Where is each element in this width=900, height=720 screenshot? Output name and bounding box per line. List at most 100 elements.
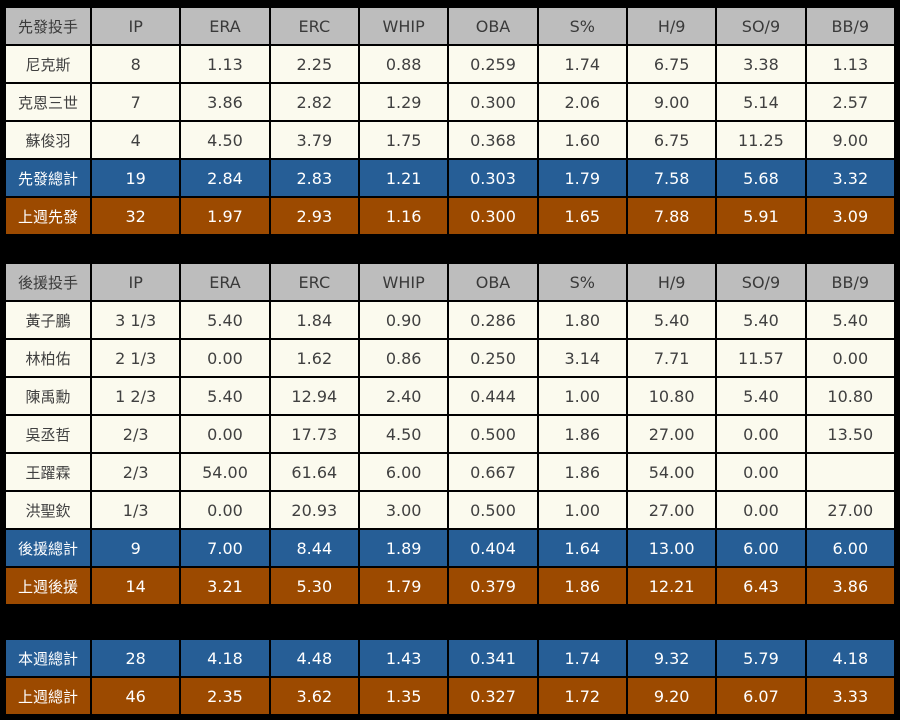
cell-era: 5.40	[179, 300, 271, 340]
cell-bb-9: 9.00	[804, 120, 897, 160]
cell-s-pct: 1.60	[536, 120, 628, 160]
cell-s-pct: 1.72	[536, 676, 628, 716]
cell-whip: 0.86	[357, 338, 450, 378]
cell-h-9: 7.58	[625, 158, 718, 198]
cell-ip: 2/3	[89, 414, 182, 454]
row-label: 王躍霖	[4, 452, 92, 492]
cell-h-9: 12.21	[625, 566, 718, 606]
cell-h-9: 7.71	[625, 338, 718, 378]
cell-ip: 1 2/3	[89, 376, 182, 416]
cell-s-pct: 1.74	[536, 638, 628, 678]
cell-oba: 0.327	[447, 676, 539, 716]
row-label: 洪聖欽	[4, 490, 92, 530]
cell-era: 3.21	[179, 566, 271, 606]
cell-s-pct: 2.06	[536, 82, 628, 122]
cell-whip: 1.21	[357, 158, 450, 198]
column-header-h-9: H/9	[625, 6, 718, 46]
cell-whip: 0.88	[357, 44, 450, 84]
column-header-era: ERA	[179, 262, 271, 302]
column-header-oba: OBA	[447, 262, 539, 302]
row-label: 後援總計	[4, 528, 92, 568]
cell-bb-9: 2.57	[804, 82, 897, 122]
cell-era: 4.18	[179, 638, 271, 678]
row-label: 本週總計	[4, 638, 92, 678]
cell-era: 3.86	[179, 82, 271, 122]
cell-oba: 0.379	[447, 566, 539, 606]
column-header-bb-9: BB/9	[804, 6, 897, 46]
cell-bb-9: 0.00	[804, 338, 897, 378]
cell-oba: 0.303	[447, 158, 539, 198]
cell-whip: 3.00	[357, 490, 450, 530]
table-title: 先發投手	[4, 6, 92, 46]
column-header-so-9: SO/9	[715, 262, 807, 302]
row-label: 陳禹勳	[4, 376, 92, 416]
column-header-era: ERA	[179, 6, 271, 46]
cell-erc: 2.93	[268, 196, 360, 236]
cell-so-9: 5.40	[715, 300, 807, 340]
cell-whip: 6.00	[357, 452, 450, 492]
cell-so-9: 6.43	[715, 566, 807, 606]
table-title: 後援投手	[4, 262, 92, 302]
cell-h-9: 27.00	[625, 490, 718, 530]
cell-oba: 0.500	[447, 490, 539, 530]
cell-bb-9: 27.00	[804, 490, 897, 530]
cell-whip: 1.35	[357, 676, 450, 716]
cell-bb-9: 6.00	[804, 528, 897, 568]
cell-h-9: 27.00	[625, 414, 718, 454]
cell-ip: 14	[89, 566, 182, 606]
cell-erc: 3.79	[268, 120, 360, 160]
row-label: 黃子鵬	[4, 300, 92, 340]
cell-era: 1.97	[179, 196, 271, 236]
cell-erc: 17.73	[268, 414, 360, 454]
cell-era: 2.84	[179, 158, 271, 198]
total-row: 後援總計 9 7.00 8.44 1.89 0.404 1.64 13.00 6.00 6.00	[4, 528, 897, 568]
cell-s-pct: 1.00	[536, 490, 628, 530]
cell-era: 0.00	[179, 338, 271, 378]
cell-oba: 0.259	[447, 44, 539, 84]
column-header-whip: WHIP	[357, 262, 450, 302]
cell-oba: 0.300	[447, 196, 539, 236]
previous-week-row: 上週總計 46 2.35 3.62 1.35 0.327 1.72 9.20 6.07 3.33	[4, 676, 897, 716]
pitcher-row: 黃子鵬 3 1/3 5.40 1.84 0.90 0.286 1.80 5.40 5.40 5.4…	[4, 300, 897, 340]
cell-h-9: 5.40	[625, 300, 718, 340]
pitcher-row: 尼克斯 8 1.13 2.25 0.88 0.259 1.74 6.75 3.38 1.13	[4, 44, 897, 84]
cell-s-pct: 1.80	[536, 300, 628, 340]
column-header-h-9: H/9	[625, 262, 718, 302]
column-header-erc: ERC	[268, 262, 360, 302]
cell-so-9: 5.40	[715, 376, 807, 416]
pitcher-row: 吳丞哲 2/3 0.00 17.73 4.50 0.500 1.86 27.00 0.00 13.…	[4, 414, 897, 454]
row-label: 克恩三世	[4, 82, 92, 122]
column-header-whip: WHIP	[357, 6, 450, 46]
starting-pitchers-table: 先發投手 IP ERA ERC WHIP OBA S% H/9 SO/9 BB/9 尼克斯 8 1.13…	[4, 6, 897, 236]
cell-h-9: 10.80	[625, 376, 718, 416]
cell-bb-9: 1.13	[804, 44, 897, 84]
cell-oba: 0.286	[447, 300, 539, 340]
column-header-s-pct: S%	[536, 6, 628, 46]
cell-erc: 61.64	[268, 452, 360, 492]
previous-week-row: 上週後援 14 3.21 5.30 1.79 0.379 1.86 12.21 6.43 3.86	[4, 566, 897, 606]
cell-h-9: 6.75	[625, 44, 718, 84]
cell-oba: 0.500	[447, 414, 539, 454]
cell-so-9: 0.00	[715, 452, 807, 492]
cell-erc: 1.62	[268, 338, 360, 378]
cell-so-9: 5.68	[715, 158, 807, 198]
cell-ip: 2 1/3	[89, 338, 182, 378]
cell-ip: 1/3	[89, 490, 182, 530]
cell-era: 0.00	[179, 490, 271, 530]
cell-oba: 0.341	[447, 638, 539, 678]
pitcher-row: 蘇俊羽 4 4.50 3.79 1.75 0.368 1.60 6.75 11.25 9.00	[4, 120, 897, 160]
column-header-ip: IP	[89, 6, 182, 46]
cell-ip: 7	[89, 82, 182, 122]
cell-erc: 20.93	[268, 490, 360, 530]
cell-ip: 32	[89, 196, 182, 236]
total-row: 本週總計 28 4.18 4.48 1.43 0.341 1.74 9.32 5.79 4.18	[4, 638, 897, 678]
cell-whip: 1.79	[357, 566, 450, 606]
row-label: 尼克斯	[4, 44, 92, 84]
cell-ip: 8	[89, 44, 182, 84]
cell-bb-9: 3.09	[804, 196, 897, 236]
cell-so-9: 6.07	[715, 676, 807, 716]
cell-oba: 0.300	[447, 82, 539, 122]
previous-week-row: 上週先發 32 1.97 2.93 1.16 0.300 1.65 7.88 5.91 3.09	[4, 196, 897, 236]
cell-bb-9: 13.50	[804, 414, 897, 454]
